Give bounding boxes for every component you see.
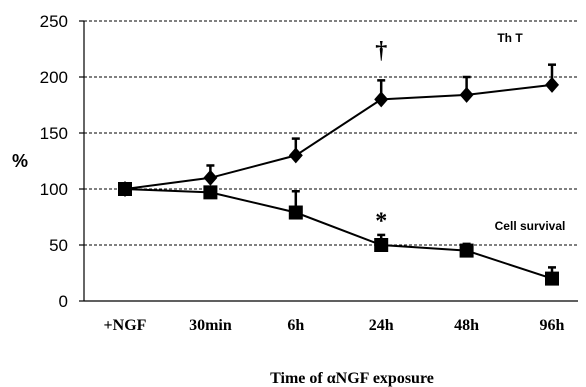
y-tick-label: 50: [49, 236, 68, 255]
x-tick-label: 24h: [369, 317, 394, 334]
data-point-square: [374, 238, 389, 252]
series-line-0: [124, 83, 553, 190]
annotation-mark: *: [375, 208, 387, 234]
y-tick-label: 100: [40, 180, 68, 199]
x-axis-label: Time of αNGF exposure: [270, 370, 434, 387]
x-tick-label: +NGF: [104, 317, 147, 334]
annotation-mark: †: [375, 38, 387, 64]
data-point-diamond: [288, 147, 303, 164]
x-tick-label: 48h: [454, 317, 479, 334]
series-label: Th T: [497, 31, 523, 45]
label-layer: 0 50 100 150 200 250 +NGF 30min 6h 24h 48h 96h% Time…: [12, 12, 565, 387]
data-point-square: [203, 185, 218, 200]
data-point-diamond: [374, 91, 389, 108]
data-point-diamond: [459, 86, 474, 103]
data-point-diamond: [545, 76, 559, 93]
data-point-square: [288, 205, 303, 220]
data-point-square: [459, 243, 474, 258]
x-tick-label: 6h: [287, 317, 304, 334]
data-point-square: [118, 182, 132, 196]
y-axis-label: %: [12, 151, 28, 171]
series-label: Cell survival: [495, 219, 566, 233]
y-tick-label: 0: [59, 292, 68, 311]
y-tick-label: 250: [40, 12, 68, 31]
y-tick-label: 200: [40, 68, 68, 87]
series-layer: [118, 63, 559, 286]
y-tick-label: 150: [40, 124, 68, 143]
x-tick-label: 96h: [540, 317, 565, 334]
data-point-diamond: [203, 169, 218, 186]
data-point-square: [545, 271, 559, 286]
series-line-1: [124, 188, 553, 280]
x-tick-label: 30min: [189, 317, 232, 334]
axis-layer: [79, 20, 578, 302]
